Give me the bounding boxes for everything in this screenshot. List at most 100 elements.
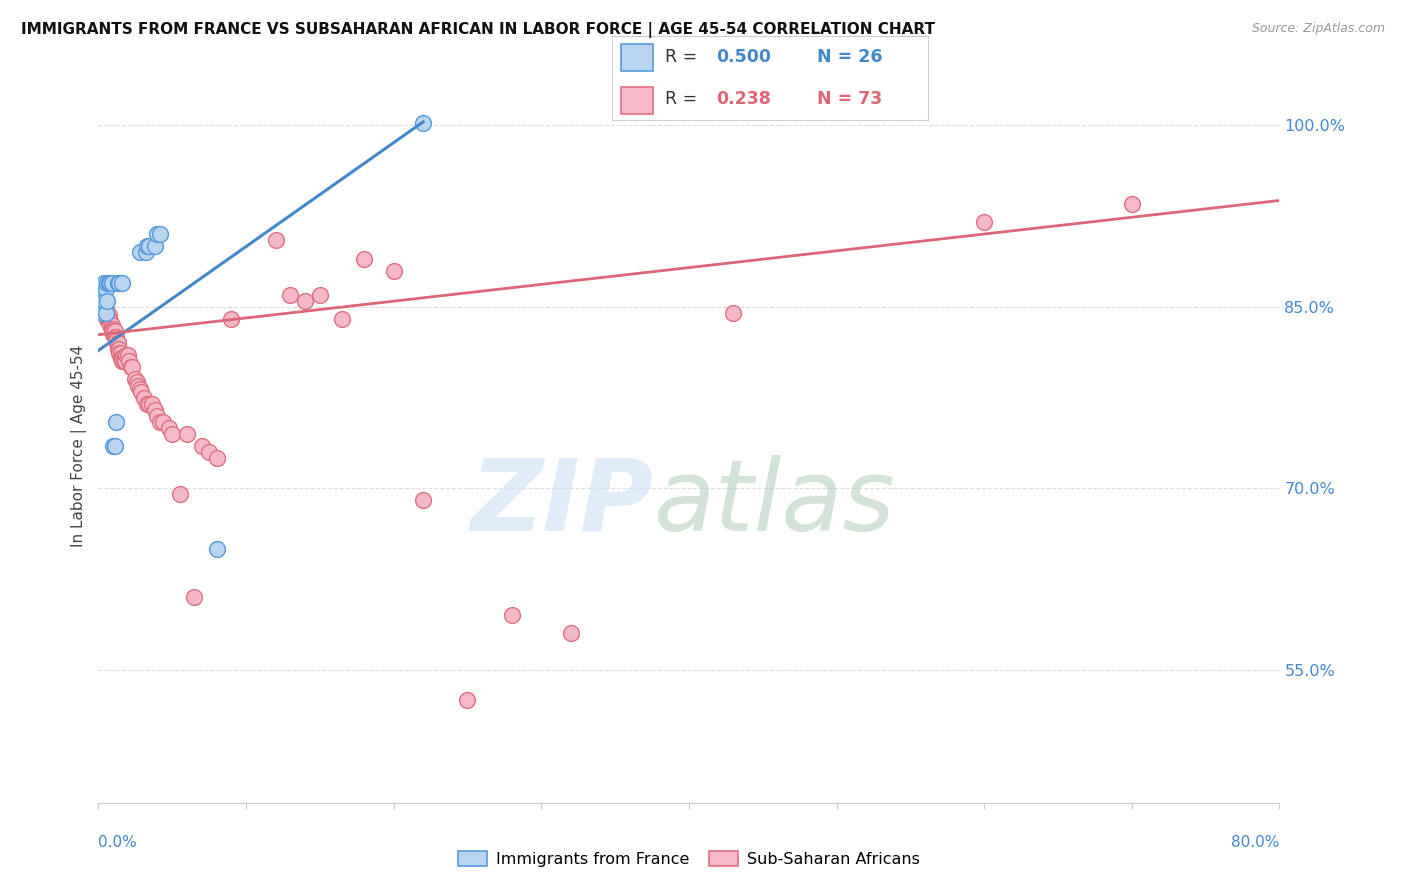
Point [105, 415, 128, 429]
Point [330, 312, 353, 326]
Text: atlas: atlas [654, 455, 896, 551]
Point [107, 343, 129, 357]
Text: IMMIGRANTS FROM FRANCE VS SUBSAHARAN AFRICAN IN LABOR FORCE | AGE 45-54 CORRELAT: IMMIGRANTS FROM FRANCE VS SUBSAHARAN AFR… [21, 22, 935, 38]
Point [103, 321, 125, 335]
Point [1121, 197, 1143, 211]
Point [309, 288, 332, 302]
Point [149, 227, 172, 242]
Point [136, 239, 159, 253]
Point [146, 227, 169, 242]
Point [143, 239, 166, 253]
Point [108, 346, 131, 360]
Text: 0.238: 0.238 [716, 90, 770, 108]
Point [124, 372, 146, 386]
Point [205, 541, 228, 556]
Point [110, 351, 132, 365]
Point [120, 360, 142, 375]
Point [97, 309, 120, 323]
Point [103, 439, 125, 453]
Point [111, 276, 134, 290]
Point [91, 288, 114, 302]
Point [98, 318, 121, 332]
Point [100, 324, 122, 338]
Point [98, 314, 121, 328]
Point [91, 306, 114, 320]
Point [138, 239, 160, 253]
Point [121, 360, 143, 375]
Point [129, 384, 152, 399]
Y-axis label: In Labor Force | Age 45-54: In Labor Force | Age 45-54 [72, 345, 87, 547]
Text: N = 73: N = 73 [817, 90, 883, 108]
FancyBboxPatch shape [621, 87, 652, 113]
Point [97, 312, 120, 326]
Point [135, 245, 157, 260]
Point [93, 276, 115, 290]
Point [94, 302, 117, 317]
Point [973, 215, 995, 229]
Point [93, 306, 115, 320]
Point [125, 375, 148, 389]
Point [723, 306, 745, 320]
Point [456, 693, 478, 707]
Text: Source: ZipAtlas.com: Source: ZipAtlas.com [1251, 22, 1385, 36]
Point [108, 343, 131, 357]
Point [162, 426, 183, 441]
Point [105, 334, 128, 348]
Point [205, 451, 228, 466]
Point [110, 346, 132, 360]
Text: R =: R = [665, 48, 703, 66]
Point [294, 293, 316, 308]
Text: 0.500: 0.500 [716, 48, 770, 66]
Point [157, 421, 180, 435]
Text: 80.0%: 80.0% [1232, 836, 1279, 850]
Point [353, 252, 375, 266]
Point [98, 276, 121, 290]
Point [97, 314, 120, 328]
Point [128, 382, 150, 396]
Point [104, 324, 127, 338]
Point [104, 439, 127, 453]
Point [127, 378, 149, 392]
Point [96, 312, 118, 326]
Point [219, 312, 242, 326]
FancyBboxPatch shape [621, 45, 652, 71]
Point [138, 397, 160, 411]
Point [104, 330, 127, 344]
Point [103, 324, 125, 338]
Point [152, 415, 174, 429]
Point [96, 276, 118, 290]
Point [96, 312, 118, 326]
Point [111, 351, 134, 365]
Point [94, 306, 117, 320]
Point [278, 288, 302, 302]
Point [146, 409, 169, 423]
Point [94, 282, 117, 296]
Text: 0.0%: 0.0% [98, 836, 138, 850]
Point [91, 306, 114, 320]
Point [141, 397, 163, 411]
Point [501, 608, 523, 623]
Point [107, 336, 129, 351]
Point [149, 415, 172, 429]
Point [100, 321, 122, 335]
Text: N = 26: N = 26 [817, 48, 883, 66]
Point [176, 426, 198, 441]
Point [105, 330, 128, 344]
Point [94, 306, 117, 320]
Point [97, 276, 120, 290]
Point [100, 318, 122, 332]
Point [191, 439, 214, 453]
Point [111, 354, 134, 368]
Point [143, 402, 166, 417]
Text: ZIP: ZIP [471, 455, 654, 551]
Point [134, 391, 156, 405]
Point [112, 354, 135, 368]
Point [183, 590, 205, 604]
Point [108, 276, 131, 290]
Point [115, 348, 138, 362]
Point [412, 493, 434, 508]
Point [264, 233, 287, 247]
Point [96, 293, 118, 308]
Point [382, 263, 405, 277]
Point [198, 445, 221, 459]
